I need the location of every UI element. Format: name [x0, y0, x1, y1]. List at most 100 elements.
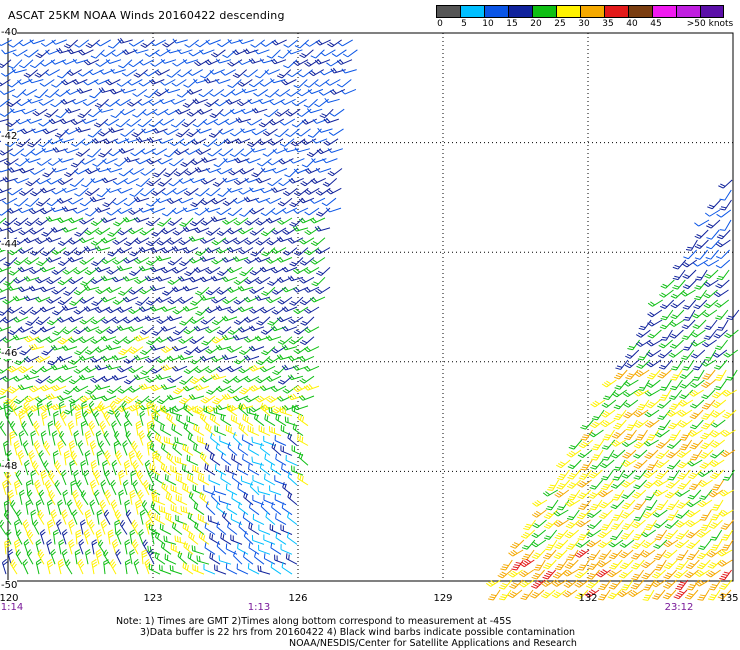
- wind-barb: [229, 108, 246, 115]
- wind-barb: [197, 473, 210, 486]
- wind-barb: [29, 59, 45, 69]
- wind-barb: [13, 197, 29, 207]
- wind-barb: [154, 452, 166, 466]
- wind-barb: [676, 549, 689, 561]
- wind-barb: [90, 276, 106, 285]
- wind-barb: [280, 425, 293, 437]
- wind-barb: [277, 336, 293, 345]
- wind-barb: [73, 365, 89, 374]
- wind-barb: [145, 217, 161, 227]
- wind-barb: [545, 499, 559, 511]
- wind-barb: [635, 329, 651, 338]
- wind-barb: [107, 39, 123, 49]
- wind-barb: [280, 544, 293, 555]
- wind-barb: [29, 227, 45, 235]
- wind-barb: [233, 276, 249, 285]
- wind-barb: [291, 445, 304, 456]
- wind-barb: [69, 400, 76, 416]
- wind-barb: [106, 167, 123, 173]
- wind-barb: [162, 286, 177, 296]
- wind-barb: [601, 439, 616, 450]
- wind-barb: [7, 267, 23, 276]
- wind-barb: [39, 266, 56, 273]
- wind-barb: [171, 423, 183, 437]
- wind-barb: [642, 589, 655, 601]
- wind-barb: [621, 479, 636, 488]
- wind-barb: [179, 217, 194, 227]
- wind-barb: [631, 519, 646, 529]
- wind-barb: [111, 49, 127, 57]
- wind-barb: [26, 549, 34, 565]
- wind-barb: [68, 440, 76, 456]
- wind-barb: [299, 257, 315, 266]
- wind-barb: [143, 479, 150, 496]
- wind-barb: [703, 289, 718, 299]
- wind-barb: [153, 108, 169, 116]
- wind-barb: [545, 539, 558, 551]
- wind-barb: [0, 365, 12, 374]
- wind-barb: [7, 306, 23, 314]
- wind-barb: [709, 459, 725, 467]
- wind-barb: [643, 479, 658, 489]
- wind-barb: [40, 469, 47, 486]
- wind-barb: [41, 247, 56, 257]
- wind-barb: [56, 69, 72, 79]
- wind-barb: [190, 296, 205, 306]
- wind-barb: [100, 395, 117, 402]
- wind-barb: [30, 509, 37, 525]
- wind-barb: [304, 59, 320, 67]
- wind-barb: [117, 187, 133, 194]
- wind-barb: [96, 187, 111, 198]
- wind-barb: [227, 306, 243, 314]
- wind-barb: [714, 299, 730, 308]
- wind-barb: [239, 267, 254, 277]
- wind-barb: [34, 276, 51, 284]
- wind-barb: [293, 306, 309, 314]
- wind-barb: [75, 529, 82, 545]
- wind-barb: [136, 470, 144, 486]
- wind-barb: [61, 548, 68, 565]
- wind-barb: [113, 138, 130, 144]
- wind-barb: [210, 216, 227, 222]
- wind-barb: [78, 539, 85, 555]
- wind-barb: [56, 395, 73, 401]
- wind-barb: [646, 459, 659, 471]
- wind-barb: [140, 39, 156, 48]
- wind-barb: [238, 227, 254, 235]
- wind-barb: [291, 118, 307, 128]
- wind-barb: [646, 349, 662, 358]
- wind-barb: [287, 511, 298, 525]
- wind-barb: [51, 187, 67, 195]
- wind-barb: [94, 79, 110, 85]
- wind-barb: [675, 579, 689, 591]
- wind-barb: [283, 147, 299, 153]
- wind-barb: [227, 326, 243, 335]
- wind-barb: [292, 207, 309, 214]
- wind-barb: [24, 49, 39, 58]
- wind-barb: [325, 207, 342, 213]
- wind-barb: [162, 39, 177, 48]
- wind-barb: [718, 509, 734, 517]
- wind-barb: [100, 355, 117, 362]
- wind-barb: [681, 329, 695, 340]
- wind-barb: [628, 589, 644, 598]
- wind-barb: [191, 545, 205, 555]
- wind-barb: [144, 275, 161, 282]
- wind-barb: [160, 384, 177, 390]
- wind-barb: [209, 532, 221, 545]
- wind-barb: [208, 128, 223, 138]
- wind-barb: [651, 569, 666, 579]
- wind-barb: [248, 364, 265, 372]
- wind-barb: [677, 479, 691, 490]
- wind-barb: [93, 489, 100, 505]
- wind-barb: [71, 98, 87, 105]
- wind-barb: [221, 354, 238, 361]
- wind-barb: [124, 539, 131, 555]
- wind-barb: [7, 167, 24, 173]
- wind-barb: [259, 442, 271, 456]
- wind-barb: [327, 148, 343, 153]
- wind-barb: [194, 521, 205, 535]
- wind-barb: [342, 49, 358, 58]
- wind-barb: [238, 187, 254, 195]
- wind-barb: [675, 559, 689, 570]
